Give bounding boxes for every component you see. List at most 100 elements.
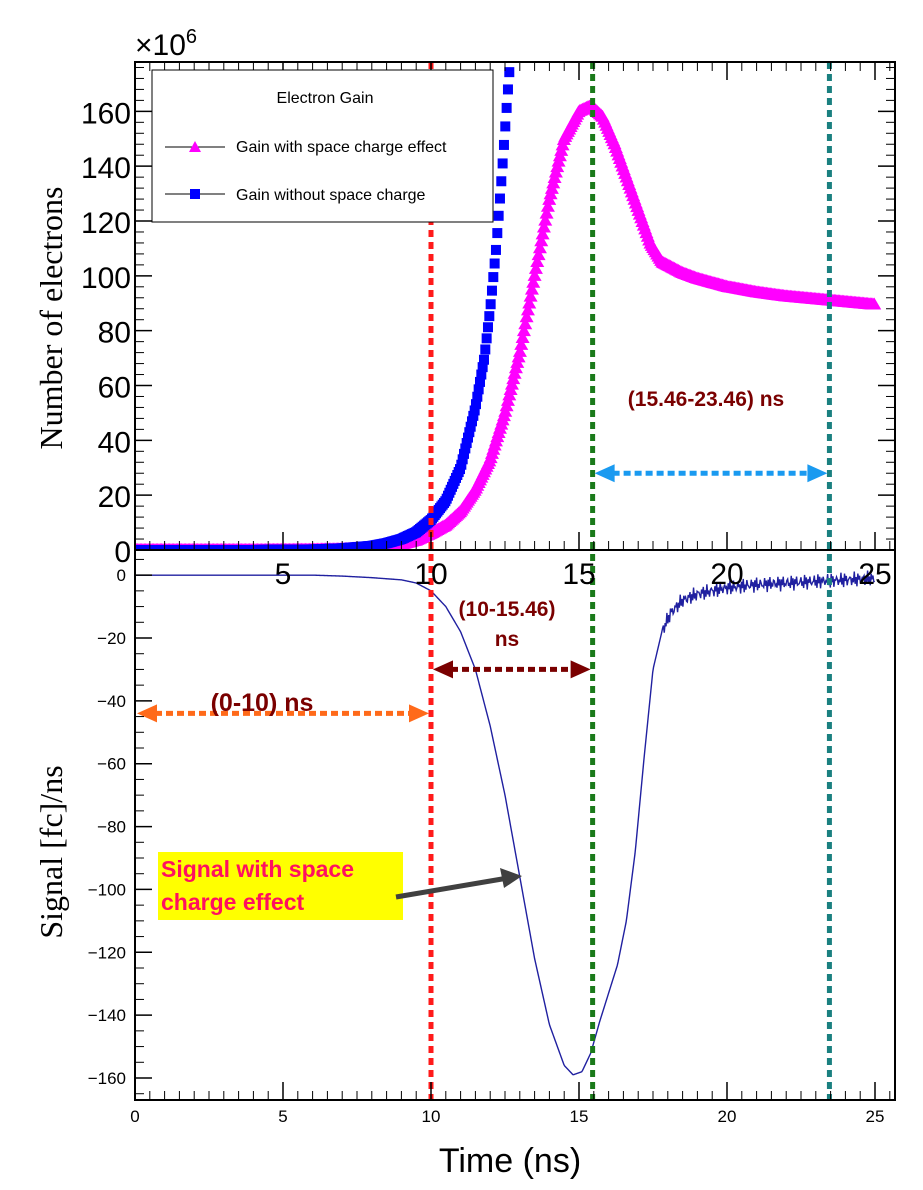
top-y-tick-label: 100 xyxy=(81,262,131,295)
bottom-x-tick-label: 5 xyxy=(278,1107,287,1126)
gain-point xyxy=(465,421,476,432)
gain-point xyxy=(473,384,484,395)
gain-point xyxy=(514,337,529,350)
signal-callout-arrow-head xyxy=(500,868,522,888)
bottom-y-tick-label: 0 xyxy=(117,566,126,585)
top-series-layer xyxy=(136,67,882,549)
annotation-10-15-46-line1: (10-15.46) xyxy=(459,598,556,621)
top-axes-layer: 0 20 40 60 80 100 120 140 160 5 10 15 20 25 xyxy=(81,62,895,591)
gain-point xyxy=(535,227,550,240)
gain-point xyxy=(457,454,468,465)
legend-title: Electron Gain xyxy=(277,90,374,107)
gain-point xyxy=(504,67,515,78)
arrow-span-15-46-23-46 xyxy=(594,464,828,483)
gain-point xyxy=(515,331,530,344)
gain-point xyxy=(469,405,480,416)
signal-callout-line1: Signal with space xyxy=(161,856,354,882)
gain-point xyxy=(468,410,479,421)
top-y-tick-label: 140 xyxy=(81,152,131,185)
gain-point xyxy=(500,121,511,132)
bottom-y-axis-label: Signal [fc]/ns xyxy=(33,765,69,938)
gain-point xyxy=(522,296,537,309)
gain-point xyxy=(497,158,508,169)
gain-point xyxy=(486,285,497,296)
signal-callout-line2: charge effect xyxy=(161,889,305,915)
gain-point xyxy=(494,193,505,204)
top-y-multiplier: ×106 xyxy=(135,26,197,62)
gain-point xyxy=(527,268,542,281)
gain-point xyxy=(477,362,488,373)
gain-point xyxy=(478,354,489,365)
annotation-10-15-46-line2: ns xyxy=(495,628,520,651)
bottom-y-tick-label: −60 xyxy=(97,755,126,774)
gain-point xyxy=(470,399,481,410)
gain-point xyxy=(461,438,472,449)
gain-point xyxy=(489,258,500,269)
gain-point xyxy=(501,102,512,113)
top-y-tick-label: 0 xyxy=(114,536,131,569)
gain-point xyxy=(498,139,509,150)
gain-point xyxy=(459,448,470,459)
legend-entry-without-space-charge: Gain without space charge xyxy=(236,187,426,204)
gain-point xyxy=(539,206,554,219)
gain-point xyxy=(530,255,545,268)
gain-point xyxy=(481,333,492,344)
gain-point xyxy=(463,432,473,443)
legend-entry-with-space-charge: Gain with space charge effect xyxy=(236,139,447,156)
gain-point xyxy=(531,248,546,261)
gain-point xyxy=(516,324,531,337)
vertical-marker-layer xyxy=(428,62,832,1100)
gain-point xyxy=(512,344,527,357)
legend-box xyxy=(151,69,494,223)
gain-point xyxy=(480,344,491,355)
bottom-plot-frame xyxy=(134,549,896,1101)
gain-point xyxy=(492,228,503,239)
gain-point xyxy=(464,427,475,438)
gain-point xyxy=(496,176,507,187)
bottom-y-tick-label: −40 xyxy=(97,692,126,711)
signal-callout-background xyxy=(158,852,403,920)
bottom-y-tick-label: −100 xyxy=(88,880,126,899)
gain-point xyxy=(526,275,541,288)
bottom-x-tick-label: 0 xyxy=(130,1107,139,1126)
arrow-span-0-10 xyxy=(137,704,429,723)
gain-point xyxy=(532,241,547,254)
top-y-tick-label: 60 xyxy=(98,372,131,405)
gain-point xyxy=(528,261,543,274)
signal-callout-arrow-shaft xyxy=(395,875,509,900)
arrow-head-left xyxy=(137,704,157,723)
gain-point xyxy=(534,234,549,247)
top-y-tick-label: 160 xyxy=(81,97,131,130)
top-x-tick-label: 10 xyxy=(414,558,447,591)
gain-point xyxy=(466,416,477,427)
top-x-tick-label: 15 xyxy=(562,558,595,591)
gain-point xyxy=(460,443,471,454)
top-y-tick-label: 80 xyxy=(98,317,131,350)
gain-point xyxy=(540,199,555,212)
bottom-x-tick-label: 25 xyxy=(866,1107,885,1126)
signal-callout: Signal with space charge effect xyxy=(158,852,522,920)
bottom-x-tick-label: 10 xyxy=(422,1107,441,1126)
annotation-15-46-23-46: (15.46-23.46) ns xyxy=(628,388,784,411)
gain-point xyxy=(476,369,487,380)
gain-point xyxy=(485,299,496,310)
arrow-span-10-15-46 xyxy=(433,660,591,679)
arrow-head-right xyxy=(807,464,828,483)
gain-point xyxy=(519,310,534,323)
span-arrow-layer xyxy=(137,464,828,723)
legend-square-marker xyxy=(190,189,200,199)
gain-point xyxy=(536,220,551,233)
gain-point xyxy=(523,289,538,302)
signal-line xyxy=(136,570,876,1076)
bottom-x-tick-label: 15 xyxy=(570,1107,589,1126)
arrow-head-right xyxy=(409,704,429,723)
arrow-head-left xyxy=(433,660,453,679)
gain-point xyxy=(456,459,467,470)
gain-point xyxy=(488,272,499,283)
gain-point xyxy=(493,210,504,221)
top-y-tick-label: 120 xyxy=(81,207,131,240)
gain-point xyxy=(484,311,495,322)
legend: Electron Gain Gain with space charge eff… xyxy=(151,69,494,223)
